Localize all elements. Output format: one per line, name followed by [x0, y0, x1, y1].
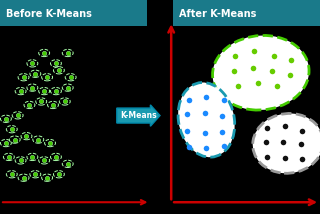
Text: After K-Means: After K-Means: [179, 9, 257, 19]
Text: K-Means: K-Means: [120, 111, 156, 120]
FancyArrow shape: [117, 105, 160, 126]
Bar: [0, 0, 147, 26]
Ellipse shape: [178, 82, 235, 157]
Ellipse shape: [253, 113, 320, 173]
Text: Before K-Means: Before K-Means: [6, 9, 92, 19]
Ellipse shape: [212, 36, 309, 110]
Bar: [173, 0, 320, 26]
